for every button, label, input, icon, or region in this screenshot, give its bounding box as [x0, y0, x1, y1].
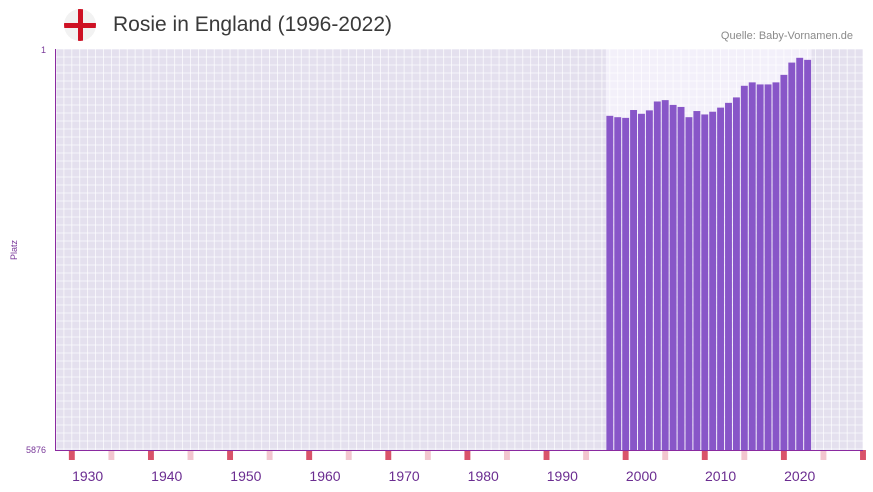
half-decade-marker — [345, 450, 352, 460]
bar-2004 — [669, 104, 677, 450]
y-tick-label-bottom: 5876 — [26, 445, 46, 455]
x-tick-label: 1950 — [230, 468, 261, 484]
x-tick-labels: 1930 1940 1950 1960 1970 1980 1990 2000 2010 2020 — [72, 468, 815, 484]
y-axis-label: Platz — [9, 239, 19, 260]
decade-marker — [306, 450, 313, 460]
bar-2008 — [701, 114, 709, 450]
x-tick-label: 1990 — [547, 468, 578, 484]
half-decade-marker — [583, 450, 590, 460]
bar-2003 — [661, 100, 669, 451]
bar-2002 — [653, 101, 661, 450]
source-label: Quelle: Baby-Vornamen.de — [720, 30, 853, 42]
flag-cross-vertical — [77, 9, 83, 41]
decade-marker — [543, 450, 550, 460]
half-decade-marker — [662, 450, 669, 460]
bar-1998 — [622, 117, 630, 450]
half-decade-marker — [504, 450, 510, 460]
bar-1996 — [606, 115, 614, 450]
y-tick-label-top: 1 — [41, 45, 46, 55]
x-tick-label: 2000 — [626, 468, 657, 484]
bar-2015 — [756, 84, 764, 451]
x-tick-label: 2010 — [705, 468, 736, 484]
half-decade-marker — [266, 450, 273, 460]
half-decade-marker — [108, 450, 115, 460]
half-decade-marker — [741, 450, 748, 460]
bar-2021 — [804, 59, 812, 450]
half-decade-marker — [820, 450, 827, 460]
x-tick-label: 1930 — [72, 468, 103, 484]
decade-marker — [701, 450, 708, 460]
bar-2000 — [638, 113, 645, 451]
bar-2012 — [732, 97, 740, 451]
bar-2019 — [788, 62, 796, 450]
bar-1999 — [630, 110, 638, 450]
half-decade-marker — [187, 450, 194, 460]
bar-2001 — [645, 110, 653, 450]
decade-marker — [780, 450, 787, 460]
x-tick-label: 1970 — [389, 468, 420, 484]
decade-marker — [385, 450, 392, 460]
bar-2013 — [740, 85, 748, 451]
bar-2006 — [685, 117, 693, 450]
decade-marker — [622, 450, 629, 460]
x-tick-label: 1960 — [309, 468, 340, 484]
bar-1997 — [614, 117, 622, 450]
x-tick-label: 1940 — [151, 468, 182, 484]
bar-2007 — [693, 111, 701, 451]
half-decade-marker — [424, 450, 431, 460]
bars — [606, 57, 812, 451]
bar-2017 — [772, 82, 780, 450]
decade-marker — [68, 450, 75, 460]
decade-marker — [147, 450, 154, 460]
bar-2005 — [677, 106, 685, 451]
bar-2018 — [780, 74, 788, 450]
decade-marker — [860, 450, 866, 460]
x-tick-label: 2020 — [784, 468, 815, 484]
bar-2014 — [748, 82, 756, 450]
decade-markers — [68, 450, 866, 460]
bar-2011 — [725, 102, 732, 450]
x-tick-label: 1980 — [468, 468, 499, 484]
chart-title: Rosie in England (1996-2022) — [113, 13, 393, 36]
bar-2010 — [717, 107, 725, 450]
decade-marker — [227, 450, 234, 460]
bar-2020 — [796, 57, 804, 451]
bar-2009 — [709, 111, 717, 451]
england-flag-icon — [64, 9, 96, 41]
bar-2016 — [764, 84, 772, 451]
decade-marker — [464, 450, 471, 460]
